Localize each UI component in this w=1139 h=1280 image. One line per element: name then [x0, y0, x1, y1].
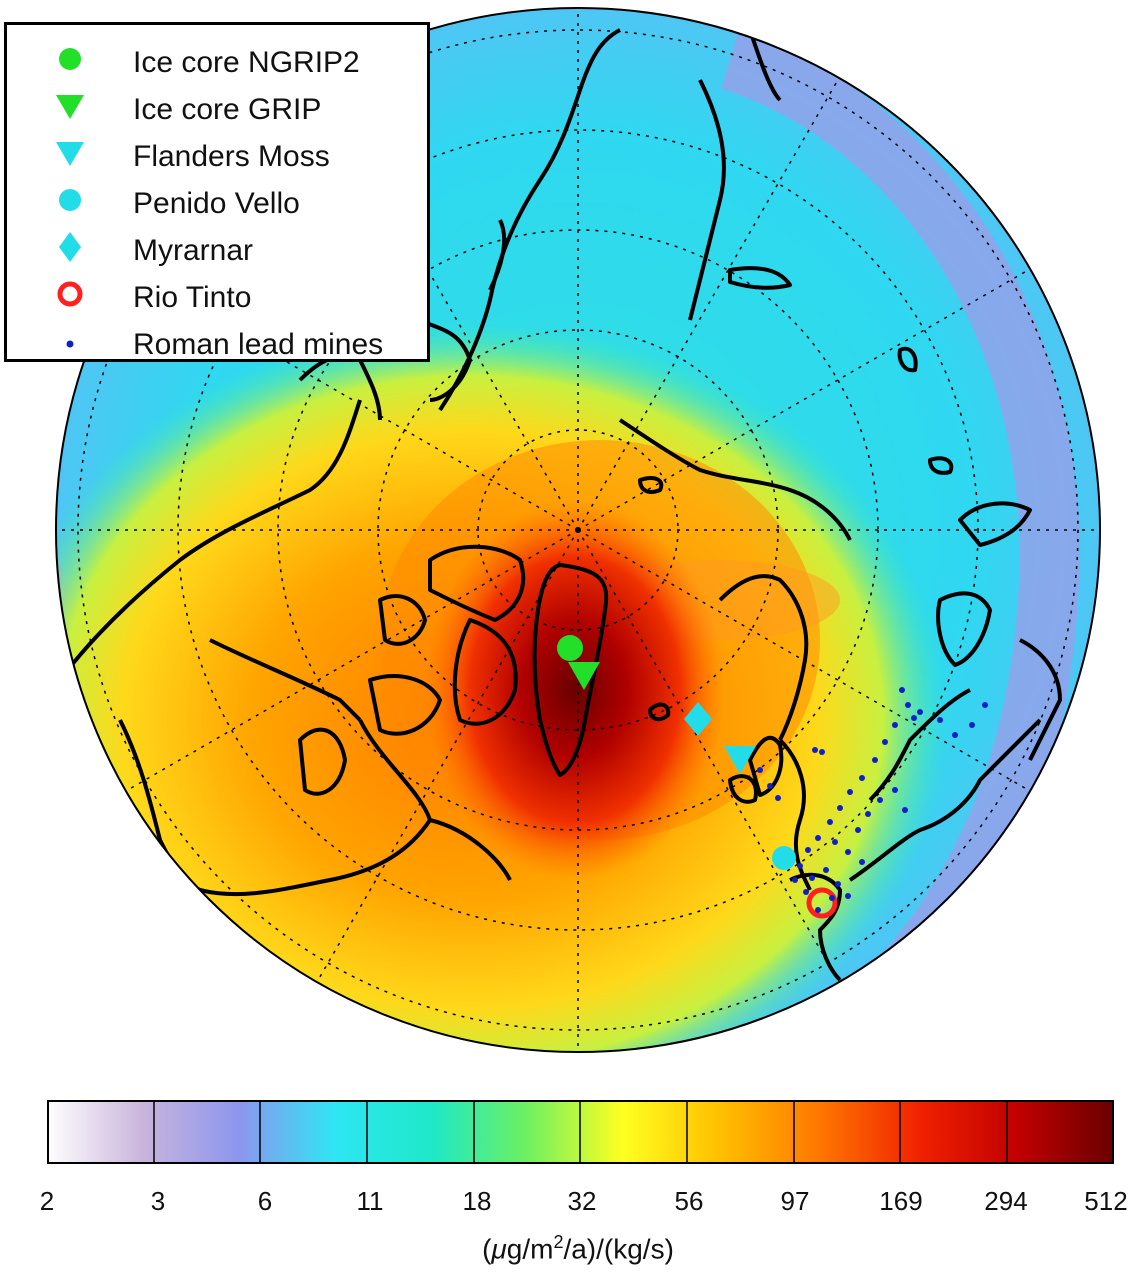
marker-rio-tinto	[806, 887, 838, 919]
circle-marker-icon	[59, 48, 81, 70]
colorbar-tick: 169	[879, 1186, 923, 1216]
legend-item-roman-lead-mines: Roman lead mines	[7, 318, 427, 361]
legend-item-myrarnar: Myrarnar	[7, 224, 427, 267]
unit-prefix: (	[482, 1233, 492, 1265]
unit-mu: μ	[491, 1233, 507, 1265]
colorbar-tick: 56	[674, 1186, 704, 1216]
legend-label: Penido Vello	[133, 187, 300, 220]
marker-myrarnar	[684, 702, 712, 736]
colorbar-tick: 18	[462, 1186, 492, 1216]
unit-suffix: /a)/(kg/s)	[563, 1233, 674, 1265]
colorbar-tick: 32	[567, 1186, 597, 1216]
marker-grip	[568, 662, 600, 690]
marker-ngrip2	[557, 635, 583, 661]
site-markers	[557, 635, 838, 919]
legend-label: Roman lead mines	[133, 328, 384, 361]
circle-marker-icon	[59, 189, 81, 211]
colorbar-tick: 97	[780, 1186, 810, 1216]
colorbar-unit-label: (μg/m2/a)/(kg/s)	[482, 1232, 674, 1265]
triangle-down-marker-icon	[56, 95, 84, 119]
legend-label: Flanders Moss	[133, 140, 330, 173]
marker-flanders-moss	[724, 746, 756, 774]
dot-marker-icon	[66, 340, 74, 348]
unit-mid: g/m	[506, 1233, 554, 1265]
map-boundary	[55, 7, 1101, 1053]
colorbar-tick: 2	[39, 1186, 55, 1216]
colorbar-dividers	[153, 1100, 1008, 1164]
legend-item-ngrip2: Ice core NGRIP2	[7, 36, 427, 79]
marker-penido-vello	[772, 846, 796, 870]
colorbar-tick: 6	[257, 1186, 273, 1216]
colorbar-tick: 3	[150, 1186, 166, 1216]
legend-label: Myrarnar	[133, 234, 254, 267]
colorbar-tick: 294	[984, 1186, 1028, 1216]
ring-marker-icon	[57, 281, 83, 307]
legend-item-rio-tinto: Rio Tinto	[7, 271, 427, 314]
legend-item-flanders-moss: Flanders Moss	[7, 130, 427, 173]
legend: Ice core NGRIP2 Ice core GRIP Flanders M…	[4, 22, 430, 362]
roman-lead-mines	[757, 687, 988, 913]
colorbar-tick: 11	[356, 1186, 384, 1216]
legend-item-grip: Ice core GRIP	[7, 83, 427, 126]
legend-label: Ice core NGRIP2	[133, 46, 360, 79]
colorbar-tick: 512	[1084, 1186, 1128, 1216]
unit-superscript: 2	[553, 1232, 564, 1252]
diamond-marker-icon	[59, 232, 81, 262]
colorbar	[47, 1100, 1114, 1164]
legend-label: Ice core GRIP	[133, 93, 322, 126]
legend-item-penido-vello: Penido Vello	[7, 177, 427, 220]
legend-label: Rio Tinto	[133, 281, 252, 314]
triangle-down-marker-icon	[56, 142, 84, 166]
coastlines	[58, 28, 1062, 982]
